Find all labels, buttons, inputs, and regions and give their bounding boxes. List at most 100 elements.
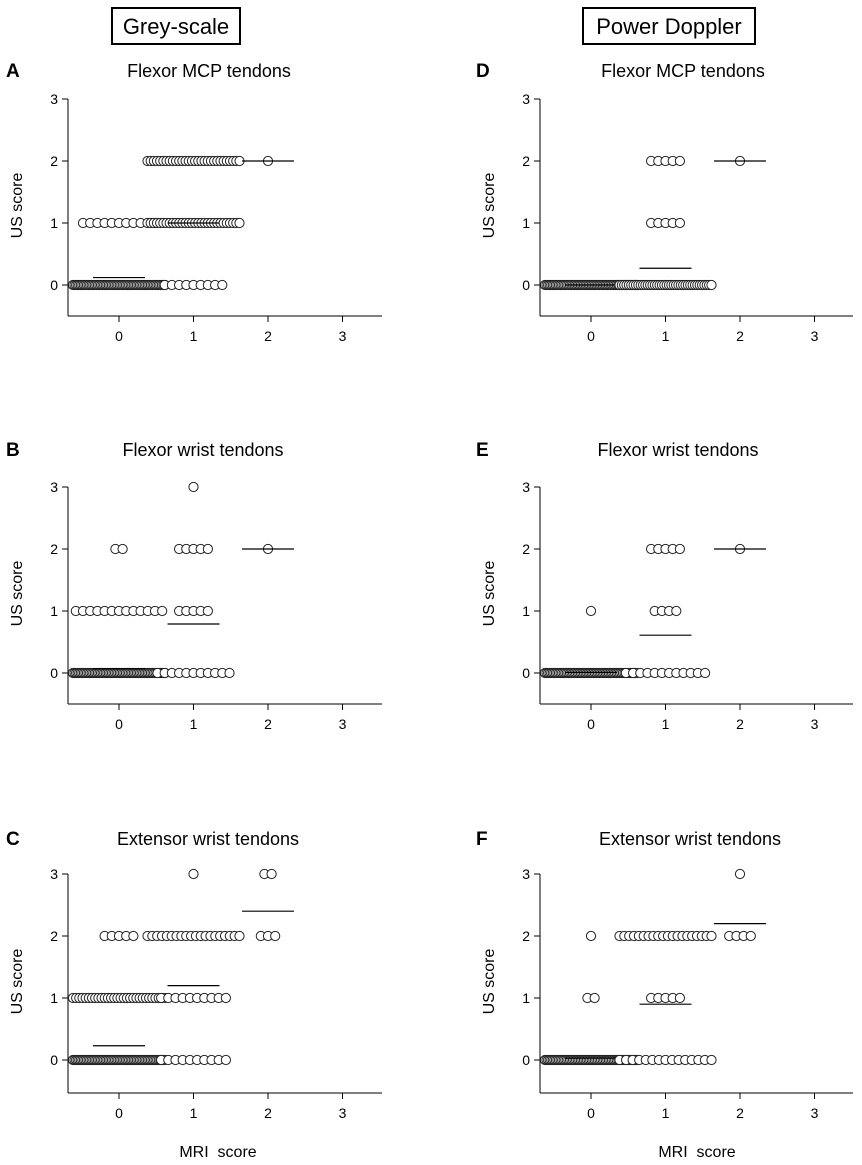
x-axis-title-right: MRI score	[658, 1144, 735, 1161]
data-point	[734, 868, 746, 880]
y-tick-label: 1	[50, 215, 58, 231]
data-point	[270, 930, 281, 942]
x-tick-label: 0	[587, 1105, 595, 1121]
y-tick-label: 2	[522, 928, 530, 944]
x-tick-label: 1	[662, 716, 670, 732]
panel-title: Flexor wrist tendons	[122, 440, 283, 460]
y-tick-label: 0	[522, 277, 530, 293]
data-point	[706, 1054, 717, 1066]
y-tick-label: 1	[522, 603, 530, 619]
y-tick-label: 3	[50, 479, 58, 495]
data-point	[706, 930, 717, 942]
data-point	[266, 868, 277, 880]
panel-letter: D	[476, 61, 490, 82]
y-tick-label: 3	[522, 479, 530, 495]
data-point	[674, 543, 686, 555]
x-tick-label: 0	[115, 716, 123, 732]
data-point	[674, 155, 686, 167]
y-axis-label: US score	[9, 173, 26, 239]
panel-title: Extensor wrist tendons	[599, 829, 781, 849]
data-point	[745, 930, 756, 942]
data-point	[589, 992, 600, 1004]
y-tick-label: 3	[522, 866, 530, 882]
y-tick-label: 0	[50, 1052, 58, 1068]
y-tick-label: 2	[522, 541, 530, 557]
panel-f: F Extensor wrist tendons 0 1 2 3 0 1 2 3 US score	[476, 829, 853, 1121]
y-tick-label: 3	[50, 866, 58, 882]
y-tick-label: 2	[50, 928, 58, 944]
x-tick-label: 2	[736, 1105, 744, 1121]
y-axis-label: US score	[481, 949, 498, 1015]
y-tick-label: 0	[50, 277, 58, 293]
panel-e: E Flexor wrist tendons 0 1 2 3 0 1 2 3 US score	[476, 440, 853, 732]
x-tick-label: 1	[662, 1105, 670, 1121]
x-tick-label: 3	[811, 1105, 819, 1121]
data-point	[585, 930, 597, 942]
panel-letter: B	[6, 440, 20, 461]
x-tick-label: 0	[587, 716, 595, 732]
panel-title: Flexor MCP tendons	[601, 61, 765, 81]
data-point	[224, 667, 235, 679]
x-tick-label: 3	[811, 328, 819, 344]
x-tick-label: 2	[264, 1105, 272, 1121]
y-axis-label: US score	[481, 173, 498, 239]
x-tick-label: 0	[587, 328, 595, 344]
x-axis-title-left: MRI score	[179, 1144, 256, 1161]
column-header-greyscale: Grey-scale	[111, 7, 241, 45]
y-tick-label: 0	[50, 665, 58, 681]
x-tick-label: 2	[264, 328, 272, 344]
y-tick-label: 2	[50, 541, 58, 557]
y-tick-label: 2	[50, 153, 58, 169]
y-tick-label: 3	[50, 91, 58, 107]
panels: A Flexor MCP tendons 0 1 2 3 0 1 2 3 US score B Flex…	[6, 61, 853, 1121]
y-tick-label: 1	[522, 990, 530, 1006]
panel-c: C Extensor wrist tendons 0 1 2 3 0 1 2 3 US score	[6, 829, 382, 1121]
x-tick-label: 0	[115, 328, 123, 344]
data-point	[585, 605, 597, 617]
y-tick-label: 0	[522, 665, 530, 681]
y-axis-label: US score	[9, 561, 26, 627]
x-tick-label: 3	[339, 328, 347, 344]
data-point	[674, 992, 686, 1004]
panel-b: B Flexor wrist tendons 0 1 2 3 0 1 2 3 US score	[6, 440, 382, 732]
data-point	[220, 992, 231, 1004]
panel-letter: A	[6, 61, 20, 82]
y-tick-label: 2	[522, 153, 530, 169]
data-point	[117, 543, 128, 555]
x-tick-label: 2	[736, 716, 744, 732]
panel-title: Flexor wrist tendons	[597, 440, 758, 460]
column-header-power-doppler: Power Doppler	[582, 7, 756, 45]
panel-letter: F	[476, 829, 488, 850]
data-point	[234, 217, 245, 229]
data-point	[188, 868, 199, 880]
x-tick-label: 3	[339, 1105, 347, 1121]
data-point	[674, 217, 686, 229]
x-tick-label: 1	[190, 1105, 198, 1121]
x-tick-label: 0	[115, 1105, 123, 1121]
data-point	[217, 279, 228, 291]
x-tick-label: 2	[264, 716, 272, 732]
panel-letter: E	[476, 440, 489, 461]
y-tick-label: 0	[522, 1052, 530, 1068]
data-point	[128, 930, 139, 942]
data-point	[202, 543, 213, 555]
column-header-greyscale-text: Grey-scale	[123, 14, 229, 39]
data-point	[234, 930, 245, 942]
y-axis-label: US score	[9, 949, 26, 1015]
y-tick-label: 1	[50, 603, 58, 619]
panel-a: A Flexor MCP tendons 0 1 2 3 0 1 2 3 US score	[6, 61, 382, 344]
data-point	[202, 605, 213, 617]
data-point	[671, 605, 682, 617]
panel-title: Flexor MCP tendons	[127, 61, 291, 81]
panel-letter: C	[6, 829, 20, 850]
data-point	[706, 279, 717, 291]
y-tick-label: 1	[522, 215, 530, 231]
x-tick-label: 3	[339, 716, 347, 732]
y-tick-label: 1	[50, 990, 58, 1006]
x-tick-label: 1	[190, 716, 198, 732]
data-point	[700, 667, 711, 679]
x-tick-label: 2	[736, 328, 744, 344]
panel-d: D Flexor MCP tendons 0 1 2 3 0 1 2 3 US score	[476, 61, 853, 344]
y-tick-label: 3	[522, 91, 530, 107]
